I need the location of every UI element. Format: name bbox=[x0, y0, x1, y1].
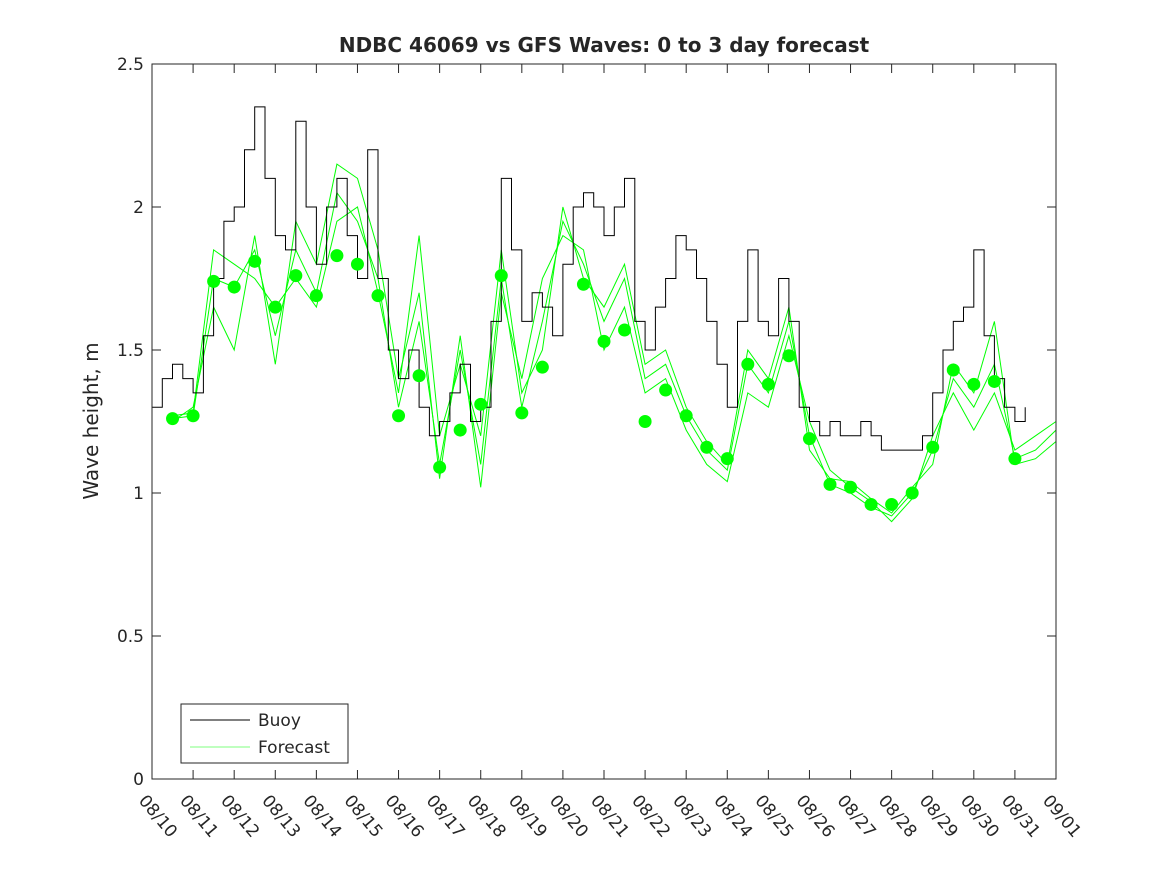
x-tick-label: 09/01 bbox=[1038, 791, 1085, 841]
analysis-point bbox=[967, 377, 981, 391]
x-tick-label: 08/22 bbox=[627, 791, 674, 841]
x-tick-label: 08/10 bbox=[134, 791, 181, 841]
analysis-point bbox=[782, 349, 796, 363]
analysis-point bbox=[515, 406, 529, 420]
x-tick-label: 08/16 bbox=[381, 791, 428, 841]
analysis-point bbox=[268, 300, 282, 314]
y-tick-label: 0.5 bbox=[117, 627, 144, 647]
legend-box bbox=[180, 703, 349, 764]
y-tick-label: 0 bbox=[133, 770, 144, 790]
x-tick-label: 08/18 bbox=[463, 791, 510, 841]
analysis-point bbox=[987, 374, 1001, 388]
analysis-point bbox=[597, 334, 611, 348]
plot-area-frame bbox=[151, 63, 1057, 780]
analysis-point bbox=[946, 363, 960, 377]
legend-forecast-label: Forecast bbox=[258, 738, 330, 758]
analysis-point bbox=[166, 412, 180, 426]
forecast-line-run-b bbox=[172, 163, 1057, 523]
x-tick-label: 08/28 bbox=[874, 791, 921, 841]
analysis-point bbox=[926, 440, 940, 454]
x-tick-label: 08/23 bbox=[668, 791, 715, 841]
analysis-point bbox=[248, 254, 262, 268]
analysis-point bbox=[412, 369, 426, 383]
x-tick-label: 08/19 bbox=[504, 791, 551, 841]
analysis-point bbox=[802, 432, 816, 446]
analysis-point bbox=[638, 415, 652, 428]
x-tick-label: 08/26 bbox=[792, 791, 839, 841]
buoy-line bbox=[152, 106, 1026, 451]
analysis-point bbox=[330, 249, 344, 263]
analysis-point bbox=[885, 497, 899, 511]
analysis-point bbox=[433, 460, 447, 474]
x-tick-label: 08/11 bbox=[175, 791, 222, 841]
x-tick-label: 08/21 bbox=[586, 791, 633, 841]
x-tick-label: 08/30 bbox=[956, 791, 1003, 841]
analysis-point bbox=[864, 497, 878, 511]
plot-series bbox=[152, 106, 1057, 523]
analysis-point bbox=[679, 409, 693, 423]
x-tick-label: 08/15 bbox=[340, 791, 387, 841]
analysis-point bbox=[289, 269, 303, 283]
analysis-point bbox=[618, 323, 632, 337]
analysis-point bbox=[207, 274, 221, 288]
y-tick-label: 1 bbox=[133, 484, 144, 504]
analysis-point bbox=[350, 257, 364, 271]
x-tick-label: 08/29 bbox=[915, 791, 962, 841]
analysis-point bbox=[659, 383, 673, 397]
y-axis-label: Wave height, m bbox=[79, 342, 103, 499]
analysis-point bbox=[905, 486, 919, 500]
analysis-point bbox=[494, 269, 508, 283]
analysis-point bbox=[535, 360, 549, 374]
legend: Buoy Forecast bbox=[180, 703, 349, 764]
x-tick-label: 08/20 bbox=[545, 791, 592, 841]
x-tick-label: 08/13 bbox=[257, 791, 304, 841]
x-tick-label: 08/17 bbox=[422, 791, 469, 841]
analysis-point bbox=[309, 289, 323, 303]
y-tick-label: 1.5 bbox=[117, 341, 144, 361]
analysis-point bbox=[186, 409, 200, 423]
analysis-point bbox=[823, 477, 837, 491]
forecast-line-run-c bbox=[172, 206, 1057, 514]
analysis-point bbox=[700, 440, 714, 454]
x-tick-label: 08/31 bbox=[997, 791, 1044, 841]
x-tick-label: 08/14 bbox=[299, 791, 346, 841]
legend-buoy-label: Buoy bbox=[258, 711, 301, 731]
analysis-point bbox=[720, 452, 734, 466]
x-tick-label: 08/24 bbox=[709, 791, 756, 841]
y-tick-label: 2.5 bbox=[117, 55, 144, 75]
analysis-point bbox=[474, 397, 488, 411]
analysis-point bbox=[576, 277, 590, 291]
x-tick-label: 08/25 bbox=[751, 791, 798, 841]
y-tick-label: 2 bbox=[133, 198, 144, 218]
x-tick-label: 08/27 bbox=[833, 791, 880, 841]
analysis-point bbox=[392, 409, 406, 423]
analysis-point bbox=[761, 377, 775, 391]
analysis-point bbox=[371, 289, 385, 303]
analysis-point bbox=[741, 357, 755, 371]
analysis-point bbox=[453, 423, 467, 437]
analysis-point bbox=[844, 480, 858, 494]
chart-title: NDBC 46069 vs GFS Waves: 0 to 3 day fore… bbox=[339, 33, 870, 57]
analysis-point bbox=[227, 280, 241, 294]
analysis-point bbox=[1008, 452, 1022, 466]
x-tick-label: 08/12 bbox=[216, 791, 263, 841]
